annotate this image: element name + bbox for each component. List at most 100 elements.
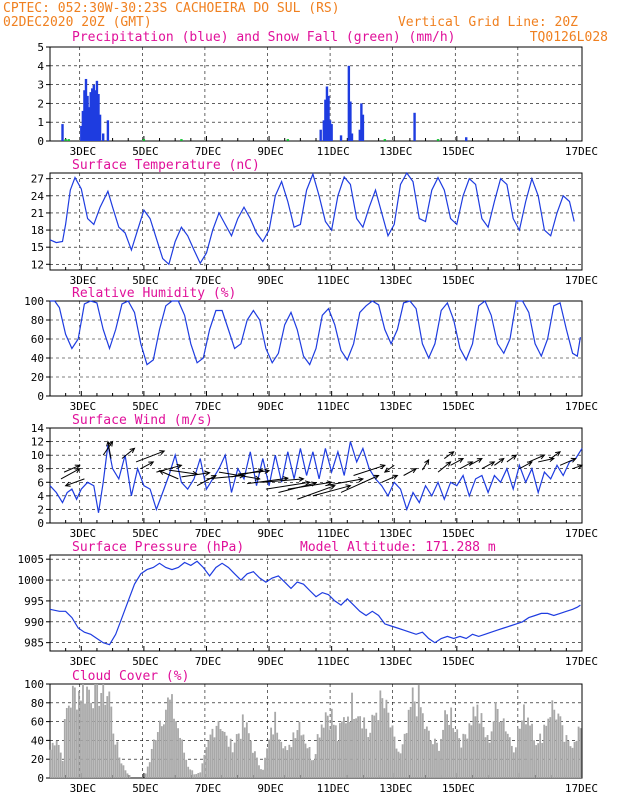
wind-arrow [550,451,561,459]
wind-arrow [469,458,483,466]
cloud-bar [320,724,323,778]
wind-frame [49,427,583,524]
cloud-bar [324,712,327,778]
cloud-bar [290,747,293,778]
cloud-bar [94,684,97,778]
precip-bar [98,114,102,141]
wind-arrow-head [476,457,483,463]
precipitation-y-tick-label: 3 [37,79,44,92]
wind-arrow-head [424,458,430,465]
cloud-bar [177,728,179,778]
cloud-bar [252,752,254,778]
cloud-bar [466,738,469,778]
wind-arrow [494,458,505,466]
humidity-panel: Relative Humidity (%) 0 20 40 60 80 100 3DEC 5DE… [24,286,598,413]
precip-bar [325,86,329,141]
cloud-bar [314,754,317,778]
cloud-bar [427,730,430,778]
cloud-bar [407,709,410,778]
precip-bar [347,65,351,141]
cloud-title: Cloud Cover (%) [72,669,189,684]
cloud-bar [383,708,386,778]
cloud-bar [88,689,90,778]
wind-arrow [63,464,80,473]
cloud-bar [49,749,52,778]
cloud-bar [440,738,442,778]
cloud-bar [492,721,495,778]
cloud-x-tick-label: 9DEC [257,782,284,795]
cloud-bar [506,733,509,778]
precipitation-panel: Precipitation (blue) and Snow Fall (gree… [37,30,598,158]
temperature-x-tick-label: 3DEC [70,274,97,287]
cloud-bar [490,731,493,778]
cloud-bar [193,774,196,778]
humidity-line [50,300,581,366]
cloud-bar [474,716,477,778]
precip-bar [91,88,94,141]
cloud-bar [199,772,202,778]
wind-y-tick-label: 14 [31,422,45,435]
temperature-x-tick-label: 17DEC [565,274,598,287]
cloud-bar [276,732,279,778]
station-header: CPTEC: 052:30W-30:23S CACHOEIRA DO SUL (… [3,1,340,16]
cloud-bar [90,702,92,778]
cloud-bar [486,735,489,778]
precip-bar [81,110,85,141]
wind-arrow [325,478,364,487]
wind-arrow [121,447,135,459]
precip-bar [330,124,333,141]
cloud-bar [525,724,527,778]
cloud-bar [547,718,550,778]
cloud-bar [571,747,574,778]
precip-bar [322,120,326,141]
cloud-bar [318,737,321,778]
wind-arrow-head [106,440,112,447]
cloud-bar [169,699,171,778]
wind-arrow-head [64,481,71,487]
cloud-bar [116,741,119,778]
cloud-bar [484,737,487,778]
cloud-bar [555,719,558,778]
cloud-bar [387,712,390,778]
cloud-bar [110,706,113,778]
cloud-bar [191,770,194,778]
cloud-bar [233,742,236,778]
cloud-bar [241,714,244,778]
wind-arrow [421,459,430,471]
cloud-bar [245,722,248,778]
wind-x-tick-label: 3DEC [70,527,97,540]
temperature-y-tick-label: 15 [31,241,44,254]
precipitation-x-tick-label: 15DEC [442,145,475,158]
pressure-y-tick-label: 1005 [18,553,45,566]
cloud-bar [343,717,345,778]
humidity-x-tick-label: 11DEC [317,400,350,413]
wind-arrow-head [129,447,136,454]
wind-arrow-head [445,461,452,467]
wind-arrow-head [264,468,271,474]
precipitation-x-tick-label: 13DEC [379,145,412,158]
precip-bar [80,125,83,141]
wind-arrow [437,461,451,473]
cloud-bar [181,739,184,778]
wind-arrow [262,478,304,483]
cloud-bar [573,741,576,778]
cloud-bar [549,717,552,778]
wind-arrow-head [298,476,305,482]
precip-bar [142,139,146,141]
cloud-bar [419,707,422,778]
pressure-x-tick-label: 9DEC [257,655,284,668]
cloud-bar [211,728,214,778]
cloud-bar [243,727,246,778]
cloud-bar [304,743,307,778]
cloud-bar [345,723,347,778]
cloud-bar [521,720,523,778]
cloud-bar [288,744,291,778]
cloud-bar [478,723,481,778]
cloud-bar [508,737,511,778]
wind-arrow-head [383,467,390,473]
cloud-panel: Cloud Cover (%) 0 20 40 60 80 100 3DEC 5DEC 7DEC 9… [24,669,598,795]
wind-arrow [102,441,113,456]
pressure-x-tick-label: 11DEC [317,655,350,668]
precip-bar [95,80,99,141]
cloud-bar [391,725,394,778]
